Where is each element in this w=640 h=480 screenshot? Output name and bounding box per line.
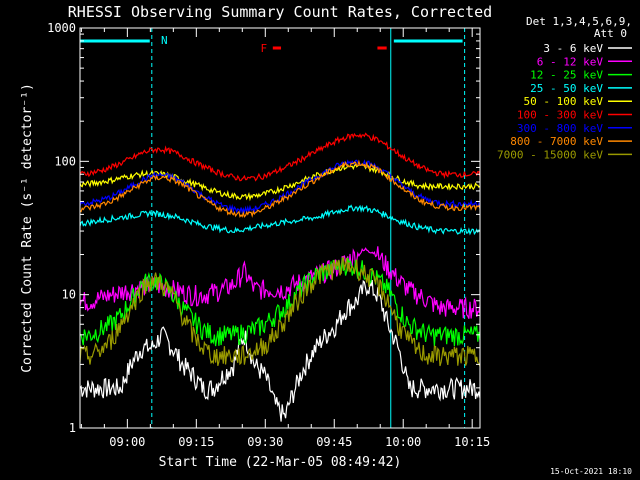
x-tick-label: 10:00 xyxy=(385,435,421,449)
x-axis: 09:00 09:15 09:30 09:45 10:00 10:15 xyxy=(80,28,490,449)
x-tick-label: 09:30 xyxy=(247,435,283,449)
y-tick-label: 1 xyxy=(69,421,76,435)
legend-entry-label: 100 - 300 keV xyxy=(517,109,603,122)
x-axis-label: Start Time (22-Mar-05 08:49:42) xyxy=(159,455,402,470)
series-line-4 xyxy=(79,162,481,202)
series-line-3 xyxy=(79,204,481,236)
legend-entry-label: 3 - 6 keV xyxy=(543,42,603,55)
legend-entry-label: 12 - 25 keV xyxy=(530,69,603,82)
legend-header-line-1: Det 1,3,4,5,6,9, xyxy=(526,15,632,28)
series-line-0 xyxy=(79,279,481,422)
x-tick-label: 10:15 xyxy=(454,435,490,449)
x-tick-label: 09:15 xyxy=(178,435,214,449)
plot-area: NF xyxy=(79,28,481,428)
x-tick-label: 09:00 xyxy=(109,435,145,449)
legend-header-line-2: Att 0 xyxy=(594,27,627,40)
series-line-8 xyxy=(79,256,481,367)
x-tick-label: 09:45 xyxy=(316,435,352,449)
legend-entry-label: 6 - 12 keV xyxy=(537,55,604,68)
legend-entry-label: 800 - 7000 keV xyxy=(510,135,603,148)
legend-entry-label: 7000 - 15000 keV xyxy=(497,148,603,161)
legend-entry-label: 50 - 100 keV xyxy=(524,95,604,108)
night-flag-label: N xyxy=(161,34,168,47)
legend-entry-label: 300 - 800 keV xyxy=(517,122,603,135)
y-axis-label: Corrected Count Rate (s⁻¹ detector⁻¹) xyxy=(20,83,35,373)
series-line-6 xyxy=(79,159,481,215)
flare-flag-label: F xyxy=(261,42,268,55)
series-line-5 xyxy=(79,132,481,182)
y-axis: 1 10 100 1000 xyxy=(47,21,480,435)
footer-date: 15-Oct-2021 18:10 xyxy=(550,467,632,476)
plot-frame xyxy=(79,27,481,429)
y-tick-label: 100 xyxy=(54,154,76,168)
series-line-7 xyxy=(79,159,481,218)
y-tick-label: 10 xyxy=(62,288,76,302)
legend-entry-label: 25 - 50 keV xyxy=(530,82,603,95)
chart-title: RHESSI Observing Summary Count Rates, Co… xyxy=(68,3,492,21)
y-tick-label: 1000 xyxy=(47,21,76,35)
